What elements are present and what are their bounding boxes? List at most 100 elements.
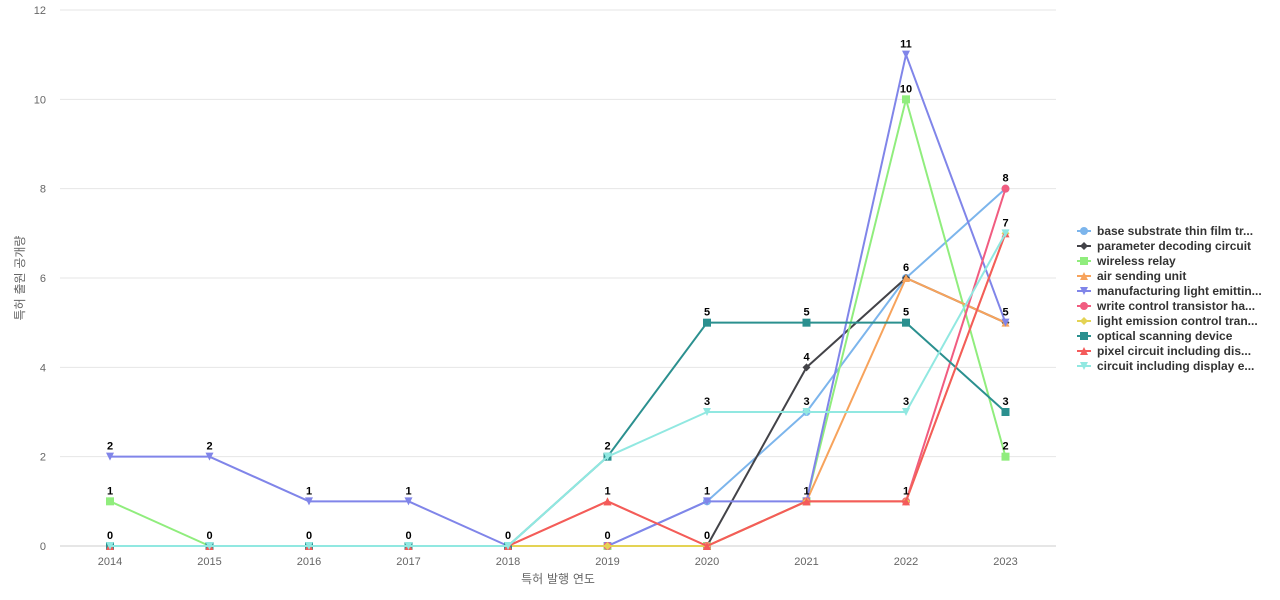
- series-lines: [106, 50, 1010, 550]
- series-marker[interactable]: [802, 318, 811, 327]
- data-label: 5: [704, 307, 710, 319]
- series-marker[interactable]: [106, 542, 114, 550]
- legend-label: base substrate thin film tr...: [1097, 224, 1253, 238]
- legend-item[interactable]: write control transistor ha...: [1077, 299, 1255, 313]
- series-marker[interactable]: [1001, 229, 1010, 238]
- series-marker[interactable]: [603, 497, 612, 506]
- y-tick-label: 8: [40, 184, 46, 196]
- y-tick-label: 4: [40, 362, 46, 374]
- legend-item[interactable]: circuit including display e...: [1077, 359, 1254, 373]
- data-label: 10: [900, 83, 912, 95]
- series-marker[interactable]: [603, 542, 612, 550]
- data-label: 3: [903, 396, 909, 408]
- series-marker: [1080, 272, 1088, 280]
- legend-item[interactable]: optical scanning device: [1077, 329, 1233, 343]
- legend-item[interactable]: light emission control tran...: [1077, 314, 1258, 328]
- y-tick-label: 12: [34, 5, 46, 17]
- legend: base substrate thin film tr...parameter …: [1077, 224, 1262, 373]
- data-label: 11: [900, 39, 912, 51]
- series-marker[interactable]: [902, 274, 910, 282]
- x-axis-ticks: 2014 2015 2016 2017 2018 2019 2020 2021 2022 2023: [98, 556, 1018, 568]
- series-marker[interactable]: [1001, 408, 1010, 416]
- series-marker[interactable]: [802, 408, 811, 416]
- series-line[interactable]: [110, 53, 1007, 547]
- data-label: 1: [903, 485, 909, 497]
- x-tick-label: 2020: [695, 556, 719, 568]
- series-marker[interactable]: [205, 542, 214, 550]
- series-line[interactable]: [110, 232, 1007, 547]
- data-label: 5: [803, 307, 809, 319]
- series-marker[interactable]: [205, 452, 214, 461]
- x-tick-label: 2021: [794, 556, 818, 568]
- series-marker: [1080, 362, 1088, 370]
- series-line[interactable]: [110, 232, 1007, 547]
- legend-label: parameter decoding circuit: [1097, 239, 1251, 253]
- data-label: 6: [903, 262, 909, 274]
- series-marker: [1080, 302, 1088, 310]
- data-label: 0: [206, 530, 212, 542]
- legend-item[interactable]: parameter decoding circuit: [1077, 239, 1251, 253]
- legend-label: wireless relay: [1096, 254, 1176, 268]
- series-line[interactable]: [110, 232, 1007, 547]
- y-axis-ticks: 0 2 4 6 8 10 12: [34, 5, 46, 553]
- x-tick-label: 2017: [396, 556, 420, 568]
- series-marker[interactable]: [902, 497, 910, 506]
- series-marker[interactable]: [603, 452, 612, 461]
- series-marker[interactable]: [802, 363, 811, 372]
- legend-label: write control transistor ha...: [1096, 299, 1255, 313]
- series-marker[interactable]: [1001, 184, 1010, 193]
- x-tick-label: 2022: [894, 556, 918, 568]
- data-label: 2: [604, 441, 610, 453]
- series-marker[interactable]: [305, 497, 313, 506]
- series-marker[interactable]: [703, 497, 711, 506]
- data-label: 5: [1002, 307, 1008, 319]
- series-marker[interactable]: [703, 542, 711, 550]
- series-marker: [1080, 227, 1088, 235]
- legend-item[interactable]: pixel circuit including dis...: [1077, 344, 1251, 358]
- series-marker[interactable]: [1001, 318, 1010, 327]
- data-label: 0: [704, 530, 710, 542]
- legend-label: air sending unit: [1097, 269, 1186, 283]
- series-marker[interactable]: [802, 497, 811, 506]
- series-marker[interactable]: [305, 542, 313, 550]
- series-marker[interactable]: [404, 497, 413, 506]
- data-label: 3: [704, 396, 710, 408]
- series-marker[interactable]: [902, 95, 910, 104]
- series-marker: [1080, 287, 1088, 295]
- x-tick-label: 2016: [297, 556, 321, 568]
- series-marker[interactable]: [106, 452, 114, 461]
- data-label: 1: [306, 485, 312, 497]
- x-axis-title: 특허 발행 연도: [521, 571, 595, 586]
- legend-label: circuit including display e...: [1097, 359, 1254, 373]
- series-marker[interactable]: [1001, 452, 1010, 461]
- y-axis-title: 특허 출원 공개량: [13, 236, 27, 321]
- legend-item[interactable]: wireless relay: [1077, 254, 1176, 268]
- legend-item[interactable]: air sending unit: [1077, 269, 1186, 283]
- series-marker[interactable]: [902, 50, 910, 59]
- legend-item[interactable]: manufacturing light emittin...: [1077, 284, 1262, 298]
- data-label: 1: [107, 485, 113, 497]
- series-8: [106, 318, 1010, 550]
- series-marker[interactable]: [902, 408, 910, 416]
- x-tick-label: 2018: [496, 556, 520, 568]
- legend-label: optical scanning device: [1097, 329, 1233, 343]
- series-marker[interactable]: [404, 542, 413, 550]
- legend-item[interactable]: base substrate thin film tr...: [1077, 224, 1253, 238]
- data-label: 3: [1002, 396, 1008, 408]
- data-label: 1: [604, 485, 610, 497]
- data-label: 7: [1002, 217, 1008, 229]
- data-label: 2: [206, 441, 212, 453]
- x-tick-label: 2023: [993, 556, 1017, 568]
- x-tick-label: 2019: [595, 556, 619, 568]
- series-marker[interactable]: [703, 318, 711, 327]
- legend-label: pixel circuit including dis...: [1097, 344, 1251, 358]
- data-label: 2: [1002, 441, 1008, 453]
- grid: [60, 9, 1056, 547]
- data-label: 0: [107, 530, 113, 542]
- series-marker: [1080, 317, 1088, 325]
- series-marker[interactable]: [902, 318, 910, 327]
- series-marker[interactable]: [504, 542, 512, 550]
- series-marker[interactable]: [106, 497, 114, 506]
- series-marker[interactable]: [703, 408, 711, 416]
